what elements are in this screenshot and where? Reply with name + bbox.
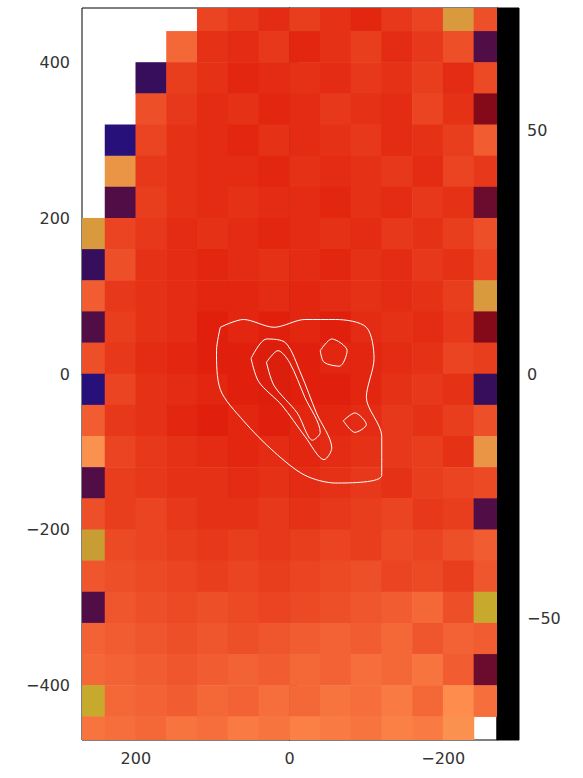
svg-text:−200: −200: [421, 749, 465, 768]
svg-text:−50: −50: [527, 609, 561, 628]
svg-text:−400: −400: [26, 676, 70, 695]
svg-text:−200: −200: [26, 520, 70, 539]
svg-text:400: 400: [39, 53, 70, 72]
svg-text:200: 200: [121, 749, 152, 768]
svg-text:200: 200: [39, 209, 70, 228]
svg-text:0: 0: [527, 365, 537, 384]
svg-text:0: 0: [284, 749, 294, 768]
svg-text:50: 50: [527, 121, 547, 140]
svg-text:0: 0: [60, 365, 70, 384]
